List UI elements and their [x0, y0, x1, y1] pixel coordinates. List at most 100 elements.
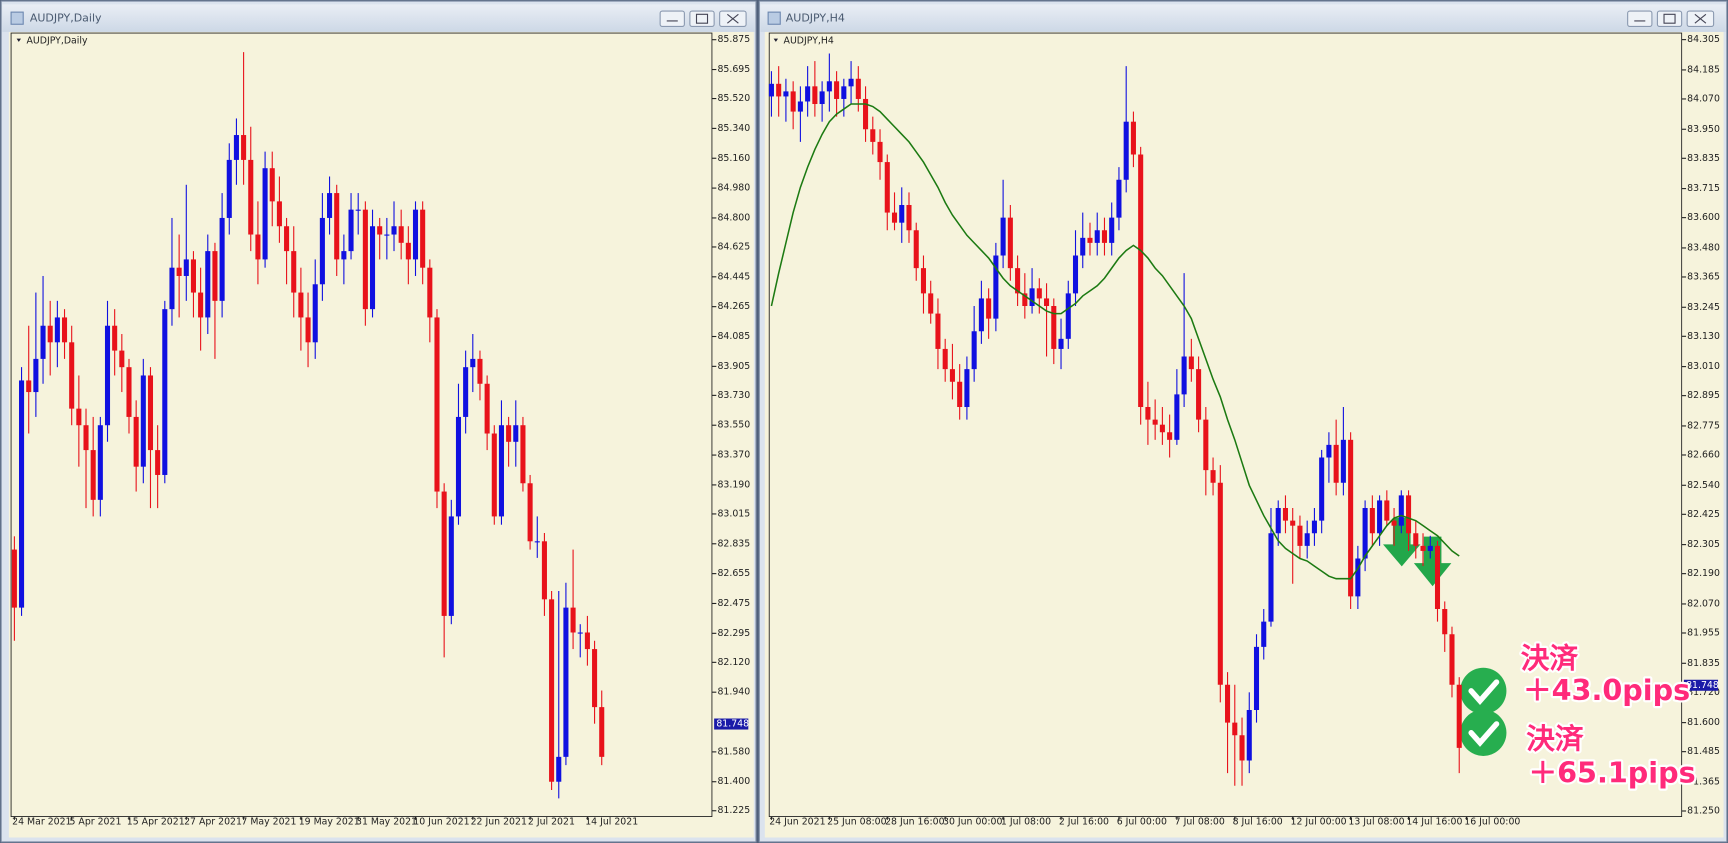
y-tick-label: 83.245	[1687, 302, 1720, 313]
candle-body	[884, 162, 890, 213]
y-tick-label: 82.660	[1687, 449, 1720, 460]
candle-body	[935, 313, 941, 349]
y-tick-label: 83.480	[1687, 242, 1720, 253]
y-tick-label: 82.655	[717, 568, 750, 579]
candle-body	[541, 541, 547, 600]
candle-body	[1406, 495, 1412, 534]
candle-body	[549, 599, 555, 782]
candle-body	[870, 129, 876, 142]
candle-body	[1311, 520, 1317, 534]
y-tick-label: 83.835	[1687, 153, 1720, 164]
plot-frame	[768, 32, 1683, 817]
candle-body	[913, 230, 919, 269]
candle-body	[155, 450, 161, 475]
symbol-label: AUDJPY,H4	[784, 35, 834, 46]
y-tick-label: 83.730	[717, 390, 750, 401]
chart-background	[8, 31, 754, 838]
y-tick-label: 83.015	[717, 508, 750, 519]
candle-body	[599, 707, 605, 757]
candle-body	[162, 309, 168, 475]
chart-background	[764, 31, 1724, 838]
candle-body	[212, 251, 218, 301]
candle-body	[341, 251, 347, 260]
candle-body	[1138, 154, 1144, 408]
y-tick-label: 83.600	[1687, 212, 1720, 223]
candle-body	[434, 317, 440, 492]
candle-body	[1253, 646, 1260, 710]
y-tick-label: 83.905	[717, 361, 750, 372]
candle-body	[291, 251, 297, 293]
candle-body	[255, 234, 261, 260]
candle-body	[384, 234, 390, 236]
candle-body	[1246, 709, 1252, 761]
candle-body	[463, 367, 469, 417]
candle-body	[1456, 684, 1462, 748]
candle-body	[1101, 230, 1108, 243]
candle-body	[233, 135, 239, 160]
candle-body	[1340, 439, 1346, 483]
candle-body	[848, 78, 854, 87]
maximize-button[interactable]	[1656, 10, 1683, 27]
candle-body	[1275, 508, 1281, 534]
candle-body	[61, 317, 68, 343]
x-tick-label: 15 Apr 2021	[127, 817, 185, 828]
candle-body	[1174, 394, 1180, 440]
minimize-button[interactable]	[659, 10, 685, 27]
y-tick-label: 84.800	[717, 212, 750, 223]
y-tick-label: 82.120	[717, 657, 750, 668]
y-tick-label: 81.940	[717, 687, 750, 698]
current-price-tag	[1683, 679, 1719, 691]
candle-body	[398, 226, 404, 243]
candle-body	[420, 209, 426, 268]
candle-body	[1239, 735, 1245, 761]
candle-body	[47, 325, 53, 343]
y-tick-label: 81.400	[717, 776, 750, 787]
window-icon	[10, 11, 24, 25]
candle-body	[1094, 230, 1100, 243]
candle-body	[362, 209, 368, 310]
candle-body	[1022, 293, 1028, 307]
candle-body	[312, 284, 318, 343]
check-icon	[1460, 709, 1507, 756]
candle-body	[183, 259, 189, 276]
minimize-button[interactable]	[1627, 10, 1653, 27]
candle-body	[269, 168, 275, 202]
symbol-marker	[773, 38, 779, 42]
candle-body	[1369, 508, 1375, 534]
y-tick-label: 82.070	[1687, 598, 1720, 609]
x-tick-label: 2 Jul 16:00	[1059, 817, 1109, 828]
candle-body	[1065, 293, 1071, 339]
x-tick-label: 1 Jul 08:00	[1001, 817, 1051, 828]
candle-body	[855, 78, 861, 99]
y-tick-label: 83.190	[717, 479, 750, 490]
candle-body	[805, 86, 811, 102]
check-mark	[1468, 721, 1500, 747]
candle-body	[284, 226, 290, 252]
candle-body	[1333, 444, 1339, 483]
y-tick-label: 81.835	[1687, 658, 1720, 669]
candle-body	[90, 450, 96, 500]
moving-average-line	[770, 103, 1460, 580]
x-tick-label: 6 Jul 00:00	[1117, 817, 1167, 828]
candle-body	[1000, 217, 1006, 256]
candle-body	[1449, 634, 1455, 685]
candle-body	[563, 607, 569, 757]
x-tick-label: 30 Jun 00:00	[943, 817, 1003, 828]
y-tick-label: 81.580	[717, 746, 750, 757]
maximize-button[interactable]	[689, 10, 715, 27]
candle-body	[964, 369, 970, 408]
symbol-marker	[16, 38, 21, 42]
x-tick-label: 13 Jul 08:00	[1348, 817, 1404, 828]
current-price-label: 81.748	[1686, 680, 1719, 691]
candle-body	[584, 632, 590, 650]
y-tick-label: 82.895	[1687, 390, 1720, 401]
x-tick-label: 19 May 2021	[299, 817, 360, 828]
candle-body	[305, 317, 311, 343]
candle-body	[520, 425, 526, 484]
window-icon	[767, 11, 781, 25]
candle-body	[1116, 179, 1122, 218]
candle-body	[1217, 482, 1223, 685]
candle-body	[1420, 545, 1426, 551]
candle-body	[1029, 288, 1035, 307]
